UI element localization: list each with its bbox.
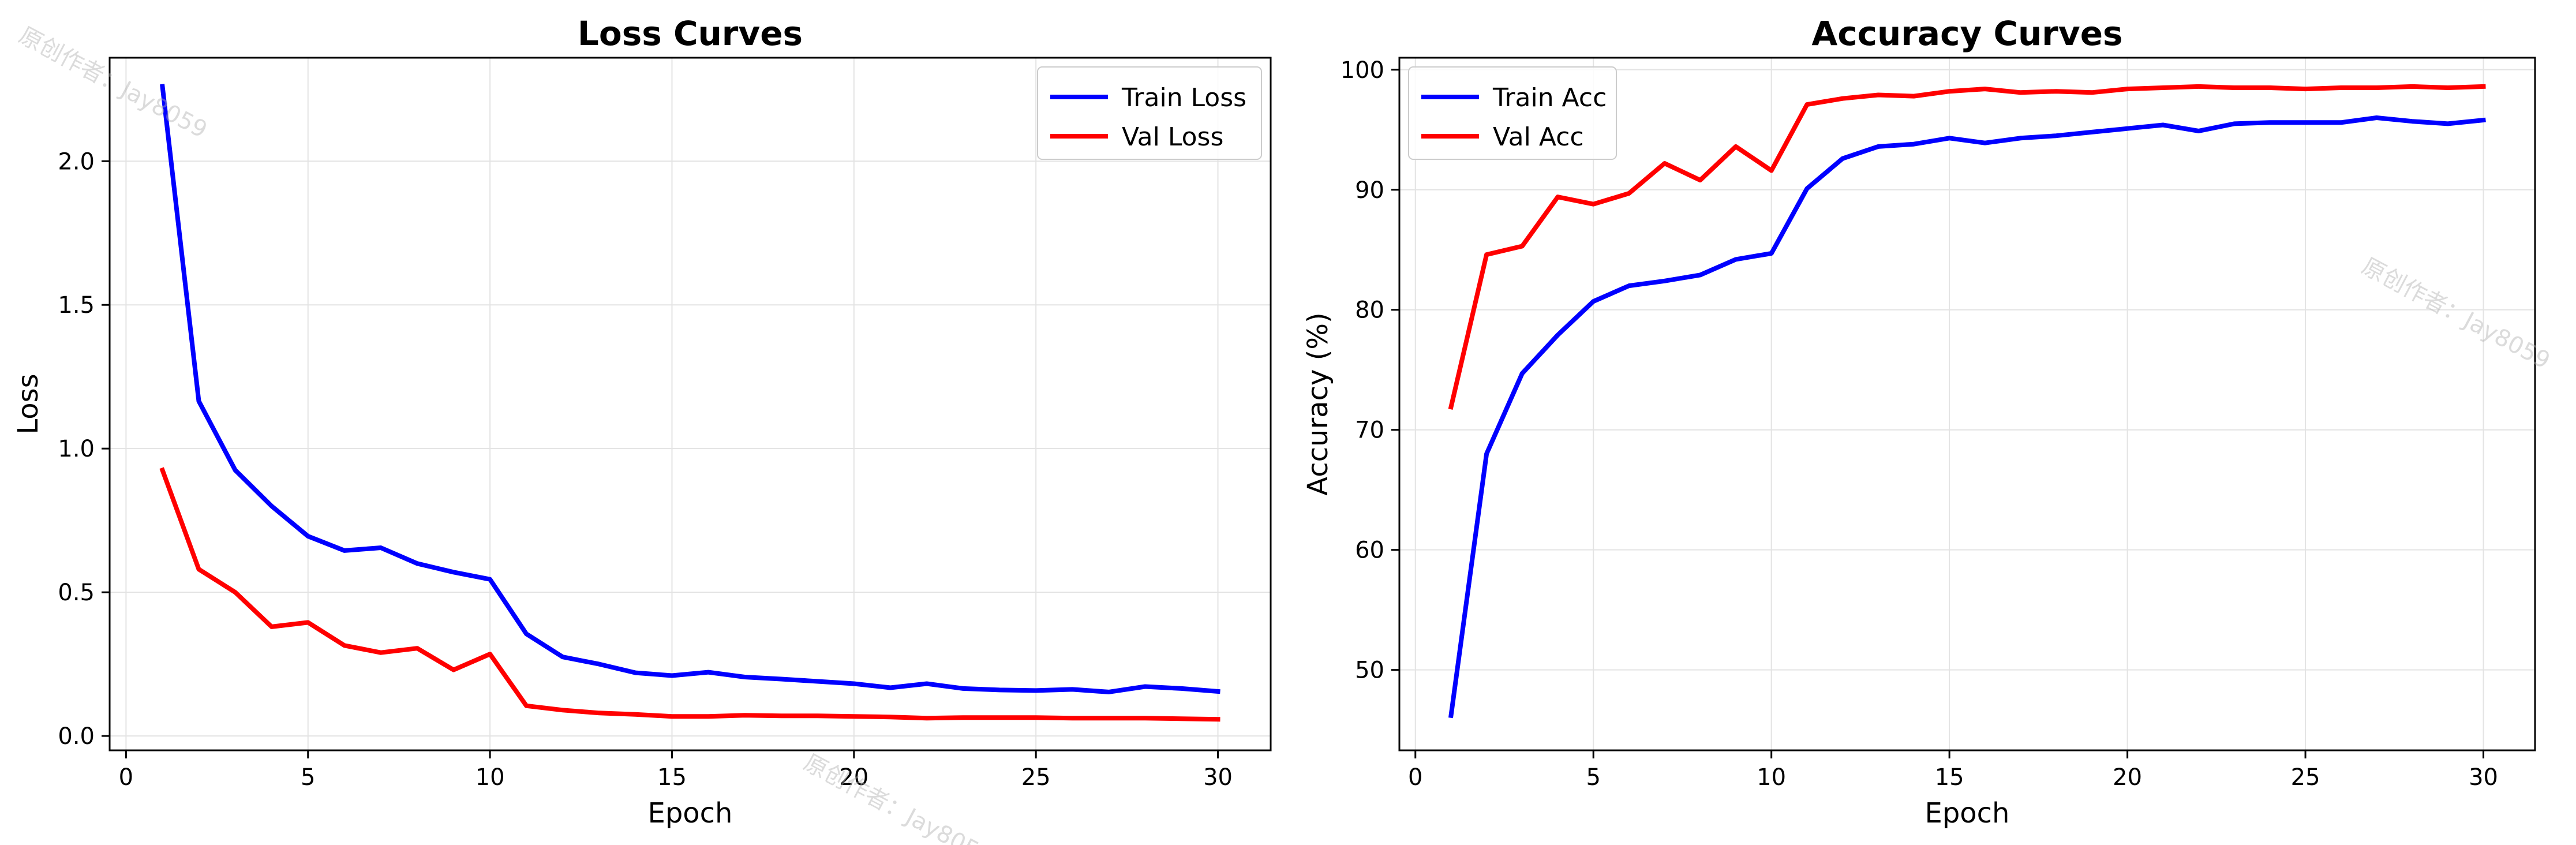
y-tick-label: 70 — [1355, 417, 1384, 444]
watermark: 原创作者：Jay8059 — [2357, 253, 2554, 374]
y-tick-label: 80 — [1355, 297, 1384, 324]
x-axis-label: Epoch — [648, 797, 733, 829]
x-tick-label: 0 — [1408, 764, 1422, 791]
chart-panel-1: 0 5 10 15 20 25 30 50 60 70 80 90 100 Accuracy Curves… — [1302, 14, 2536, 829]
y-tick-label: 0.0 — [58, 723, 95, 750]
series-line-train-acc — [1448, 115, 2486, 719]
legend-label: Train Acc — [1492, 83, 1607, 113]
x-tick-label: 25 — [1021, 764, 1051, 791]
y-tick-label: 0.5 — [58, 579, 95, 606]
x-tick-label: 15 — [1935, 764, 1964, 791]
legend-label: Train Loss — [1121, 83, 1246, 113]
legend-label: Val Loss — [1122, 122, 1223, 152]
x-tick-label: 25 — [2291, 764, 2320, 791]
x-tick-label: 20 — [839, 764, 868, 791]
y-tick-label: 100 — [1341, 57, 1384, 84]
x-axis-label: Epoch — [1925, 797, 2010, 829]
x-tick-label: 20 — [2113, 764, 2142, 791]
chart-title: Loss Curves — [578, 14, 803, 53]
x-tick-label: 0 — [119, 764, 133, 791]
y-tick-label: 1.5 — [58, 292, 95, 319]
x-tick-label: 5 — [301, 764, 315, 791]
series-line-val-loss — [159, 467, 1220, 722]
x-tick-label: 5 — [1586, 764, 1600, 791]
y-axis-label: Accuracy (%) — [1302, 312, 1334, 495]
watermark: 原创作者：Jay8059 — [14, 22, 211, 143]
series-line-train-loss — [160, 84, 1220, 694]
y-tick-label: 90 — [1355, 177, 1384, 204]
y-tick-label: 1.0 — [58, 436, 95, 462]
series-line-val-acc — [1448, 84, 2486, 410]
watermark: 原创作者：Jay8059 — [799, 749, 996, 845]
legend: Train Acc Val Acc — [1408, 66, 1617, 160]
x-tick-label: 30 — [2469, 764, 2498, 791]
chart-panel-0: 0 5 10 15 20 25 30 0.0 0.5 1.0 1.5 2.0 Loss Curves Ep… — [12, 14, 1272, 829]
x-tick-label: 30 — [1203, 764, 1233, 791]
x-tick-label: 10 — [1757, 764, 1786, 791]
y-tick-label: 2.0 — [58, 148, 95, 175]
y-tick-label: 60 — [1355, 537, 1384, 564]
y-tick-label: 50 — [1355, 657, 1384, 684]
y-axis-label: Loss — [12, 373, 44, 434]
x-tick-label: 15 — [657, 764, 687, 791]
axes-frame — [108, 57, 1272, 751]
legend-label: Val Acc — [1493, 122, 1584, 152]
axes-frame — [1398, 57, 2536, 751]
x-tick-label: 10 — [475, 764, 505, 791]
chart-title: Accuracy Curves — [1811, 14, 2122, 53]
legend: Train Loss Val Loss — [1037, 66, 1262, 160]
